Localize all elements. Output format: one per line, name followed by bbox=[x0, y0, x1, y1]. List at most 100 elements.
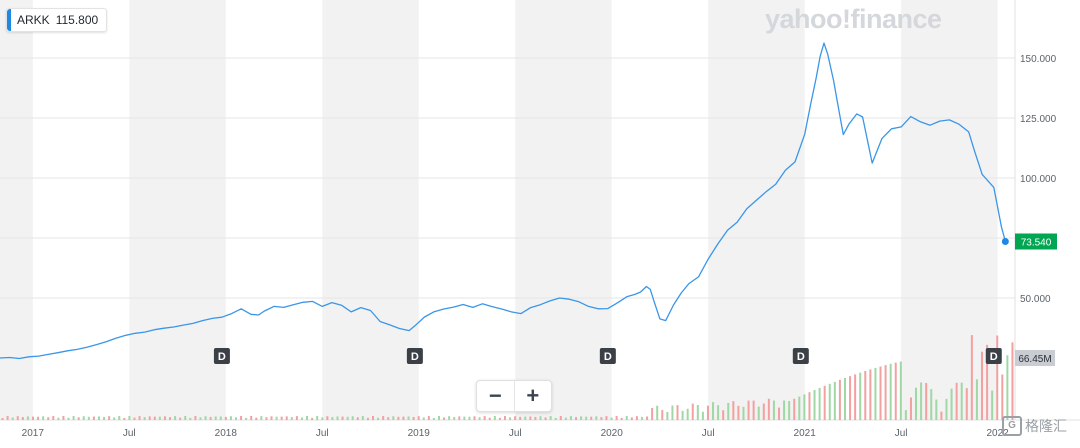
volume-bar bbox=[727, 402, 730, 420]
volume-bar bbox=[67, 417, 70, 420]
dividend-marker: D bbox=[985, 348, 1002, 364]
zoom-in-button[interactable]: + bbox=[513, 381, 552, 411]
volume-bar bbox=[737, 405, 740, 420]
y-tick-label: 125.000 bbox=[1020, 114, 1057, 125]
volume-bar bbox=[808, 392, 811, 420]
volume-bar bbox=[463, 416, 466, 420]
volume-bar bbox=[640, 416, 643, 420]
y-tick-label: 150.000 bbox=[1020, 54, 1057, 65]
price-badge: 73.540 bbox=[1015, 233, 1057, 250]
watermark: G 格隆汇 bbox=[1002, 416, 1067, 436]
dividend-label: D bbox=[797, 351, 805, 363]
volume-bar bbox=[260, 416, 263, 420]
volume-bar bbox=[686, 408, 689, 420]
volume-bar bbox=[458, 416, 461, 420]
volume-bar bbox=[706, 405, 709, 420]
volume-bar bbox=[666, 412, 669, 420]
price-line bbox=[0, 42, 1007, 360]
volume-bar bbox=[331, 416, 334, 420]
volume-bar bbox=[92, 416, 95, 420]
volume-bar bbox=[544, 417, 547, 420]
y-tick-label: 50.000 bbox=[1020, 294, 1051, 305]
volume-bar bbox=[620, 417, 623, 420]
volume-bar bbox=[656, 405, 659, 420]
volume-bar bbox=[245, 417, 248, 420]
volume-bar bbox=[427, 416, 430, 420]
volume-bar bbox=[47, 417, 50, 420]
dividend-label: D bbox=[604, 351, 612, 363]
volume-bar bbox=[519, 416, 522, 420]
volume-bar bbox=[234, 417, 237, 420]
dividend-label: D bbox=[990, 351, 998, 363]
volume-bar bbox=[981, 351, 984, 420]
volume-bar bbox=[549, 416, 552, 420]
volume-bar bbox=[788, 401, 791, 420]
x-tick-label: 2019 bbox=[408, 428, 431, 439]
volume-bar bbox=[306, 416, 309, 420]
volume-bar bbox=[580, 416, 583, 420]
volume-bar bbox=[874, 367, 877, 420]
volume-bar bbox=[696, 404, 699, 420]
dividend-badge bbox=[599, 348, 616, 364]
volume-bar bbox=[534, 416, 537, 420]
volume-bar bbox=[412, 416, 415, 420]
volume-bar bbox=[681, 410, 684, 420]
volume-bar bbox=[113, 417, 116, 420]
volume-bar bbox=[483, 416, 486, 420]
volume-bar bbox=[468, 416, 471, 420]
volume-bar bbox=[630, 417, 633, 420]
volume-bar bbox=[351, 416, 354, 420]
volume-bar bbox=[6, 416, 9, 420]
zoom-out-button[interactable]: − bbox=[488, 383, 502, 408]
volume-bar bbox=[143, 417, 146, 420]
volume-bar bbox=[803, 394, 806, 420]
volume-bar bbox=[321, 417, 324, 420]
volume-bar bbox=[285, 416, 288, 420]
volume-bar bbox=[960, 382, 963, 420]
x-tick-label: 2021 bbox=[794, 428, 817, 439]
brand-logo: yahoo!finance bbox=[765, 4, 942, 34]
volume-bar bbox=[224, 416, 227, 420]
volume-bar bbox=[82, 416, 85, 420]
volume-bar bbox=[493, 416, 496, 420]
volume-bar bbox=[615, 416, 618, 420]
shaded-band bbox=[515, 0, 612, 420]
ticker-symbol: ARKK bbox=[17, 13, 50, 27]
volume-bar bbox=[940, 411, 943, 420]
volume-bar bbox=[503, 416, 506, 420]
volume-bar bbox=[392, 416, 395, 420]
volume-bar bbox=[62, 416, 65, 420]
volume-bar bbox=[169, 417, 172, 420]
volume-bar bbox=[646, 416, 649, 420]
volume-bar bbox=[833, 381, 836, 420]
volume-bar bbox=[671, 405, 674, 420]
volume-bar bbox=[300, 417, 303, 420]
volume-bar bbox=[509, 417, 512, 420]
volume-bar bbox=[1006, 355, 1009, 420]
volume-bar bbox=[554, 417, 557, 420]
volume-bar bbox=[448, 416, 451, 420]
volume-bar bbox=[356, 417, 359, 420]
volume-bar bbox=[869, 369, 872, 420]
ticker-chip[interactable]: ARKK 115.800 bbox=[6, 8, 108, 32]
volume-bar bbox=[793, 398, 796, 420]
volume-bar bbox=[864, 371, 867, 420]
x-tick-label: Jul bbox=[895, 428, 908, 439]
volume-bar bbox=[57, 417, 60, 420]
volume-bar bbox=[991, 390, 994, 420]
volume-bar bbox=[783, 400, 786, 420]
volume-bar bbox=[316, 416, 319, 420]
volume-bar bbox=[26, 416, 29, 420]
volume-bar bbox=[128, 416, 131, 420]
shaded-band bbox=[708, 0, 805, 420]
volume-bar bbox=[920, 382, 923, 420]
volume-bar bbox=[184, 416, 187, 420]
price-badge-label: 73.540 bbox=[1021, 238, 1052, 249]
volume-bar bbox=[153, 416, 156, 420]
volume-bar bbox=[326, 416, 329, 420]
shaded-band bbox=[901, 0, 998, 420]
volume-bars bbox=[1, 335, 1014, 420]
dividend-badge bbox=[985, 348, 1002, 364]
